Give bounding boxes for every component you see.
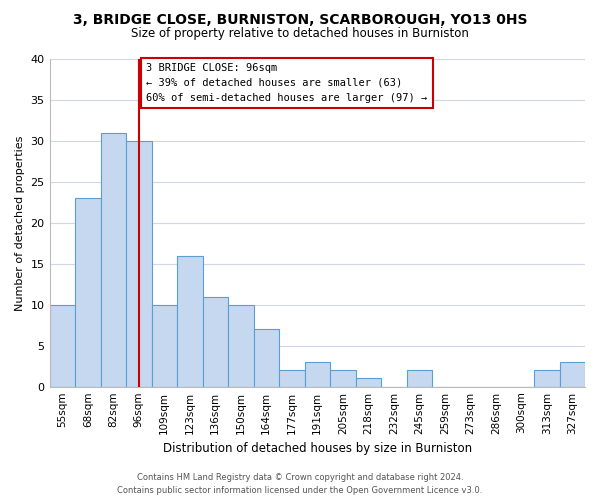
Text: Size of property relative to detached houses in Burniston: Size of property relative to detached ho…: [131, 28, 469, 40]
Bar: [203, 296, 228, 386]
Bar: [407, 370, 432, 386]
Bar: [75, 198, 101, 386]
Bar: [50, 305, 75, 386]
X-axis label: Distribution of detached houses by size in Burniston: Distribution of detached houses by size …: [163, 442, 472, 455]
Bar: [177, 256, 203, 386]
Bar: [560, 362, 585, 386]
Bar: [101, 132, 126, 386]
Bar: [356, 378, 381, 386]
Bar: [126, 141, 152, 386]
Text: Contains HM Land Registry data © Crown copyright and database right 2024.
Contai: Contains HM Land Registry data © Crown c…: [118, 473, 482, 495]
Bar: [330, 370, 356, 386]
Y-axis label: Number of detached properties: Number of detached properties: [15, 135, 25, 310]
Text: 3, BRIDGE CLOSE, BURNISTON, SCARBOROUGH, YO13 0HS: 3, BRIDGE CLOSE, BURNISTON, SCARBOROUGH,…: [73, 12, 527, 26]
Bar: [254, 330, 279, 386]
Bar: [534, 370, 560, 386]
Bar: [279, 370, 305, 386]
Bar: [228, 305, 254, 386]
Bar: [152, 305, 177, 386]
Bar: [305, 362, 330, 386]
Text: 3 BRIDGE CLOSE: 96sqm
← 39% of detached houses are smaller (63)
60% of semi-deta: 3 BRIDGE CLOSE: 96sqm ← 39% of detached …: [146, 63, 428, 102]
